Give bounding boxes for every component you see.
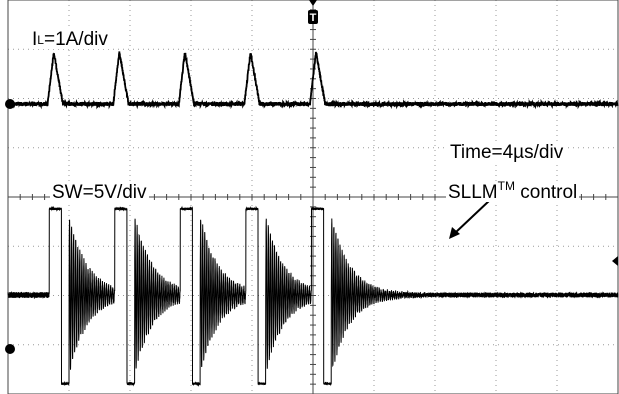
ch2-ground-dot — [5, 344, 15, 354]
annotation-arrowhead-icon — [449, 227, 460, 239]
sw-scale-label: SW=5V/div — [50, 182, 149, 203]
graticule-border — [7, 0, 619, 394]
il-scale-label: IL=1A/div — [30, 29, 110, 50]
sw-waveform-trace — [7, 205, 619, 387]
time-scale-label: Time=4µs/div — [448, 142, 566, 163]
il-waveform-trace — [7, 51, 619, 110]
sllm-control-annotation: SLLMTM control — [446, 179, 580, 203]
ch1-ground-dot — [5, 99, 15, 109]
right-edge-marker-icon — [612, 256, 618, 266]
annotation-arrow-line — [454, 199, 491, 234]
waveform-traces — [7, 51, 619, 387]
trigger-badge — [308, 10, 318, 24]
trigger-arrow-icon — [309, 0, 317, 6]
trigger-label: T — [310, 12, 317, 24]
scope-markers: T — [5, 0, 618, 354]
